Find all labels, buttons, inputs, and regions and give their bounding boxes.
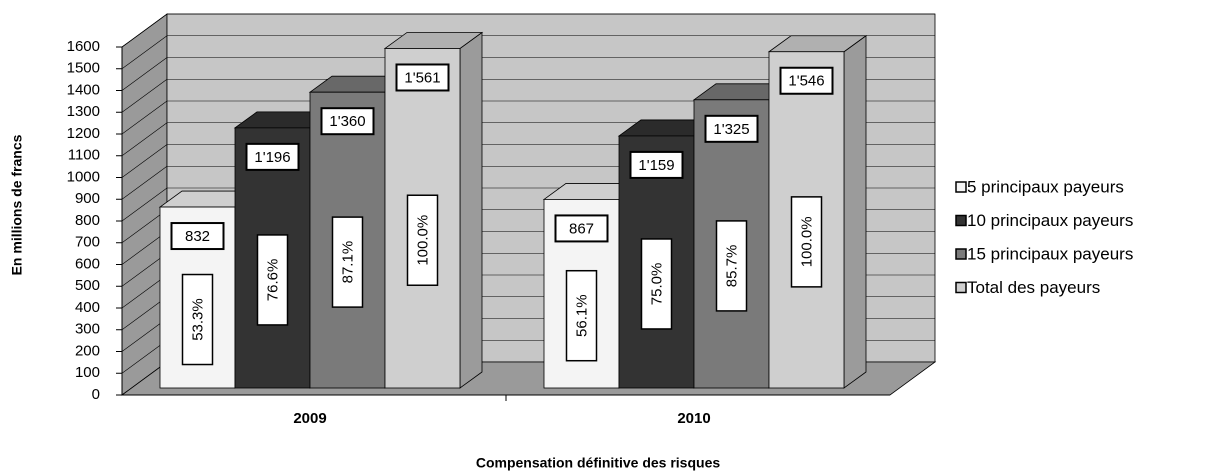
value-label: 1'546 (788, 73, 824, 90)
share-label: 100.0% (790, 196, 823, 288)
grid-line (121, 57, 168, 91)
value-label-box (170, 222, 225, 251)
share-label-box (790, 196, 823, 288)
value-label-box (554, 214, 609, 243)
y-tick-label: 1500 (67, 60, 100, 77)
x-tick-label: 2010 (677, 410, 710, 427)
y-tick-label: 100 (75, 364, 100, 381)
share-label: 87.1% (331, 216, 364, 308)
grid-line (121, 340, 168, 374)
grid-line (121, 209, 168, 243)
y-tick-label: 500 (75, 277, 100, 294)
legend-swatch (955, 214, 967, 227)
legend-label: Total des payeurs (967, 278, 1100, 297)
share-label-text: 53.3% (189, 298, 206, 341)
x-tick-label: 2009 (293, 410, 326, 427)
value-label: 832 (185, 228, 210, 245)
legend-swatch (955, 181, 967, 193)
share-label-box (715, 220, 748, 312)
grid-line (121, 253, 168, 287)
value-label-box (395, 63, 450, 92)
legend-label: 10 principaux payeurs (967, 211, 1133, 230)
value-label: 1'325 (713, 121, 749, 138)
share-label: 100.0% (406, 194, 439, 286)
grid-line (121, 296, 168, 330)
share-label-box (256, 234, 289, 326)
legend-swatch (955, 281, 967, 294)
legend-label: 5 principaux payeurs (967, 177, 1124, 196)
share-label-text: 100.0% (414, 215, 431, 266)
grid-line (121, 274, 168, 309)
grid-line (121, 231, 168, 265)
share-label-box (640, 238, 673, 330)
y-tick-label: 0 (92, 386, 100, 403)
value-label: 1'159 (638, 157, 674, 174)
value-label-box (320, 107, 375, 136)
share-label-text: 56.1% (573, 294, 590, 337)
grid-line (121, 79, 168, 113)
value-label-box (779, 66, 834, 95)
share-label-box (331, 216, 364, 308)
y-tick-label: 1200 (67, 125, 100, 142)
share-label: 76.6% (256, 234, 289, 326)
share-label: 75.0% (640, 238, 673, 330)
legend-label: 15 principaux payeurs (967, 244, 1133, 263)
bar-side (843, 34, 867, 389)
value-label-box (245, 142, 300, 171)
value-label: 867 (569, 220, 594, 237)
share-label-text: 85.7% (723, 245, 740, 288)
grid-line (121, 122, 168, 156)
share-label: 85.7% (715, 220, 748, 312)
share-label-box (181, 273, 214, 366)
legend-swatch (955, 248, 967, 260)
grid-line (121, 166, 168, 200)
y-tick-label: 700 (75, 234, 100, 251)
value-label: 1'196 (254, 149, 290, 166)
value-label-box (704, 114, 759, 143)
grid-line (121, 35, 168, 69)
x-axis-title: Compensation définitive des risques (476, 455, 720, 471)
y-tick-label: 1400 (67, 81, 100, 98)
y-tick-label: 900 (75, 190, 100, 207)
grid-line (121, 187, 168, 222)
value-label-box (629, 150, 684, 179)
y-axis-title: En millions de francs (9, 134, 25, 275)
y-tick-label: 1100 (68, 147, 100, 164)
value-label: 1'360 (329, 113, 365, 130)
share-label-text: 75.0% (648, 263, 665, 306)
y-tick-label: 1300 (67, 103, 100, 120)
y-tick-label: 200 (75, 342, 100, 359)
grid-line (121, 318, 168, 352)
y-tick-label: 800 (75, 212, 100, 229)
share-label-box (565, 269, 598, 362)
grid-line (121, 13, 168, 48)
share-label: 53.3% (181, 273, 214, 366)
value-label: 1'561 (404, 69, 440, 86)
share-label-text: 100.0% (798, 216, 815, 267)
share-label: 56.1% (565, 269, 598, 362)
y-tick-label: 600 (75, 255, 100, 272)
grid-line (121, 100, 168, 135)
y-tick-label: 1000 (67, 168, 100, 185)
share-label-text: 87.1% (339, 241, 356, 284)
y-tick-label: 300 (75, 321, 100, 338)
share-label-box (406, 194, 439, 286)
grid-line (121, 144, 168, 178)
y-tick-label: 1600 (67, 38, 100, 55)
share-label-text: 76.6% (264, 259, 281, 302)
bar-side (459, 31, 483, 389)
y-tick-label: 400 (75, 299, 100, 316)
